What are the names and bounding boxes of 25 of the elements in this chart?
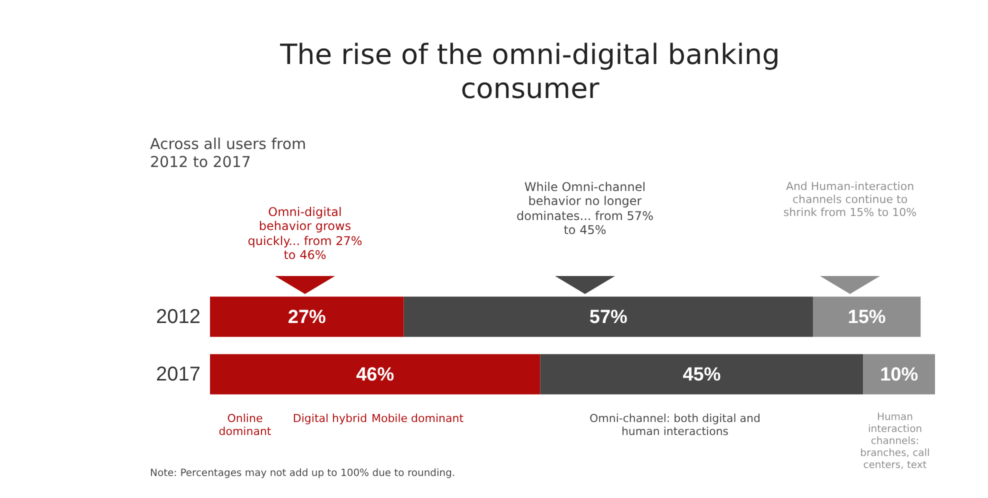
bar xyxy=(210,296,404,337)
bar xyxy=(540,354,864,394)
chart-subtitle: Across all users from 2012 to 2017 xyxy=(150,135,308,171)
bar xyxy=(812,296,921,337)
text: Omni-digital behavior grows quickly... from 27% to 46% xyxy=(246,205,364,263)
text: Omni-channel: both digital and human interactions xyxy=(588,412,762,438)
data-label: 15% xyxy=(848,306,886,328)
text: And Human-interaction channels continue to shrink from 15% to 10% xyxy=(782,180,918,220)
text: Digital hybrid xyxy=(292,412,368,426)
text: While Omni-channel behavior no longer dominates... from 57% to 45% xyxy=(516,180,654,238)
chart-title: The rise of the omni-digital banking consumer xyxy=(280,38,780,106)
text: Mobile dominant xyxy=(370,412,465,426)
bar xyxy=(863,354,935,394)
y-tick-label: 2012 xyxy=(156,306,200,328)
data-label: 27% xyxy=(288,306,326,328)
data-label: 46% xyxy=(356,364,394,386)
bar xyxy=(404,296,813,337)
text: Human interaction channels: branches, call centers, text xyxy=(859,412,931,472)
data-label: 10% xyxy=(880,364,918,386)
data-label: 57% xyxy=(589,306,628,328)
text: Online dominant xyxy=(218,412,272,438)
y-tick-label: 2017 xyxy=(156,363,200,386)
bar xyxy=(210,354,540,394)
data-label: 45% xyxy=(682,364,721,386)
text: Note: Percentages may not add up to 100% due to rounding. xyxy=(150,468,456,480)
